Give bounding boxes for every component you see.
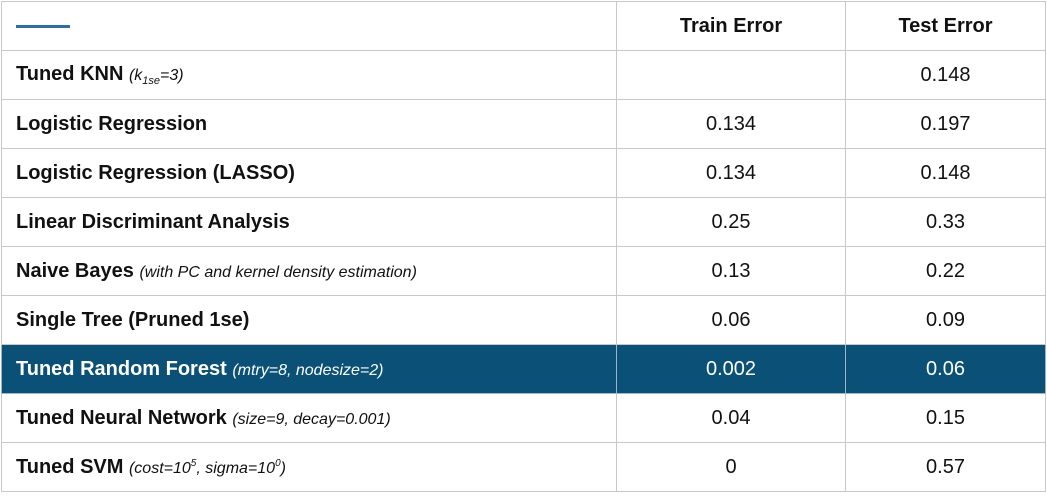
test-error-cell: 0.197 (845, 99, 1046, 149)
table-row: Linear Discriminant Analysis 0.25 0.33 (1, 197, 1046, 247)
train-error-cell: 0.002 (616, 344, 846, 394)
params-text: (cost=10 (128, 459, 191, 477)
header-train-error: Train Error (616, 1, 846, 51)
model-name: Linear Discriminant Analysis (16, 210, 290, 233)
model-name-cell: Tuned Random Forest (mtry=8, nodesize=2) (1, 344, 617, 394)
table-row: Logistic Regression (LASSO) 0.134 0.148 (1, 148, 1046, 198)
params-superscript: 0 (275, 457, 281, 469)
table-row: Tuned SVM (cost=105, sigma=100) 0 0.57 (1, 442, 1046, 492)
params-superscript: 5 (190, 457, 197, 469)
params-text: , sigma=10 (196, 459, 276, 477)
test-error-cell: 0.09 (845, 295, 1046, 345)
model-name-cell: Naive Bayes (with PC and kernel density … (1, 246, 617, 296)
model-params: (k1se=3) (128, 67, 184, 87)
model-name: Single Tree (Pruned 1se) (16, 308, 250, 331)
model-params: (mtry=8, nodesize=2) (232, 361, 384, 379)
table-row: Tuned KNN (k1se=3) 0.148 (1, 50, 1046, 100)
model-name-cell: Logistic Regression (LASSO) (1, 148, 617, 198)
model-name-cell: Tuned Neural Network (size=9, decay=0.00… (1, 393, 617, 443)
model-name-cell: Single Tree (Pruned 1se) (1, 295, 617, 345)
test-error-cell: 0.33 (845, 197, 1046, 247)
test-error-cell: 0.15 (845, 393, 1046, 443)
model-name-cell: Linear Discriminant Analysis (1, 197, 617, 247)
test-error-cell: 0.22 (845, 246, 1046, 296)
train-error-cell: 0.06 (616, 295, 846, 345)
test-error-cell: 0.57 (845, 442, 1046, 492)
table-row: Tuned Neural Network (size=9, decay=0.00… (1, 393, 1046, 443)
table-row: Naive Bayes (with PC and kernel density … (1, 246, 1046, 296)
train-error-cell: 0.134 (616, 148, 846, 198)
model-name: Tuned SVM (16, 455, 124, 478)
train-error-cell (616, 50, 846, 100)
params-subscript: 1se (142, 75, 161, 87)
model-name: Logistic Regression (16, 112, 208, 135)
train-error-cell: 0.04 (616, 393, 846, 443)
model-name: Tuned Neural Network (16, 406, 227, 429)
params-text: ) (280, 459, 286, 477)
model-params: (size=9, decay=0.001) (232, 410, 391, 428)
train-error-cell: 0.13 (616, 246, 846, 296)
train-error-cell: 0.25 (616, 197, 846, 247)
test-error-cell: 0.148 (845, 148, 1046, 198)
model-name-cell: Tuned SVM (cost=105, sigma=100) (1, 442, 617, 492)
model-name: Tuned Random Forest (16, 357, 227, 380)
table-row-highlighted: Tuned Random Forest (mtry=8, nodesize=2)… (1, 344, 1046, 394)
params-text: (k (128, 67, 143, 84)
header-corner-cell (1, 1, 617, 51)
train-error-cell: 0 (616, 442, 846, 492)
model-params: (cost=105, sigma=100) (128, 457, 286, 477)
model-name: Tuned KNN (16, 63, 124, 85)
params-text-end: =3) (160, 67, 184, 84)
model-name-cell: Tuned KNN (k1se=3) (1, 50, 617, 100)
table-row: Single Tree (Pruned 1se) 0.06 0.09 (1, 295, 1046, 345)
model-name-cell: Logistic Regression (1, 99, 617, 149)
table-row: Logistic Regression 0.134 0.197 (1, 99, 1046, 149)
header-mark-icon (16, 24, 70, 28)
model-params: (with PC and kernel density estimation) (139, 263, 417, 281)
train-error-cell: 0.134 (616, 99, 846, 149)
model-name: Naive Bayes (16, 259, 134, 282)
test-error-cell: 0.06 (845, 344, 1046, 394)
header-row: Train Error Test Error (1, 1, 1046, 51)
header-test-error: Test Error (845, 1, 1046, 51)
test-error-cell: 0.148 (845, 50, 1046, 100)
model-name: Logistic Regression (LASSO) (16, 161, 295, 184)
